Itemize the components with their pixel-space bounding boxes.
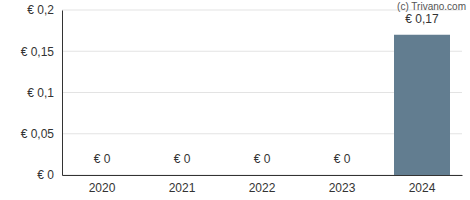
x-tick-label: 2021: [169, 181, 196, 195]
annotation: (c) Trivano.com: [397, 1, 466, 12]
bar: [394, 35, 450, 175]
y-tick: € 0,2: [27, 3, 62, 17]
x-tick: 2024: [409, 175, 436, 195]
bar: [314, 175, 370, 176]
plot: € 0€ 0,05€ 0,1€ 0,15€ 0,2202020212022202…: [21, 3, 463, 194]
bar: [74, 175, 130, 176]
y-tick: € 0,05: [21, 127, 62, 141]
data-label: € 0,17: [405, 12, 439, 26]
bar: [154, 175, 210, 176]
x-tick-label: 2020: [89, 181, 116, 195]
x-tick: 2023: [329, 175, 356, 195]
x-tick: 2021: [169, 175, 196, 195]
bar: [234, 175, 290, 176]
y-tick-label: € 0: [37, 168, 54, 182]
y-tick: € 0,15: [21, 45, 62, 59]
y-tick-label: € 0,15: [21, 45, 55, 59]
data-label: € 0: [94, 152, 111, 166]
chart: € 0€ 0,05€ 0,1€ 0,15€ 0,2202020212022202…: [0, 0, 470, 200]
y-tick-label: € 0,2: [27, 3, 54, 17]
y-axis: € 0 € 0,05 € 0,1 € 0,15 € 0,2: [21, 3, 63, 182]
y-tick: € 0: [37, 168, 62, 182]
bars: [394, 35, 450, 175]
grid: [62, 10, 462, 175]
data-label: € 0: [334, 152, 351, 166]
y-axis-line: [62, 11, 63, 176]
x-tick-label: 2022: [249, 181, 276, 195]
x-axis: 2020 2021 2022 2023 2024: [63, 175, 463, 195]
x-tick: 2020: [89, 175, 116, 195]
data-label: € 0: [174, 152, 191, 166]
x-tick: 2022: [249, 175, 276, 195]
data-label: € 0: [254, 152, 271, 166]
y-tick-label: € 0,1: [27, 86, 54, 100]
y-tick: € 0,1: [27, 86, 62, 100]
x-tick-label: 2024: [409, 181, 436, 195]
x-axis-line: [63, 175, 463, 176]
x-tick-label: 2023: [329, 181, 356, 195]
y-tick-label: € 0,05: [21, 127, 55, 141]
data-labels: € 0 € 0 € 0 € 0 € 0,17: [94, 12, 439, 166]
